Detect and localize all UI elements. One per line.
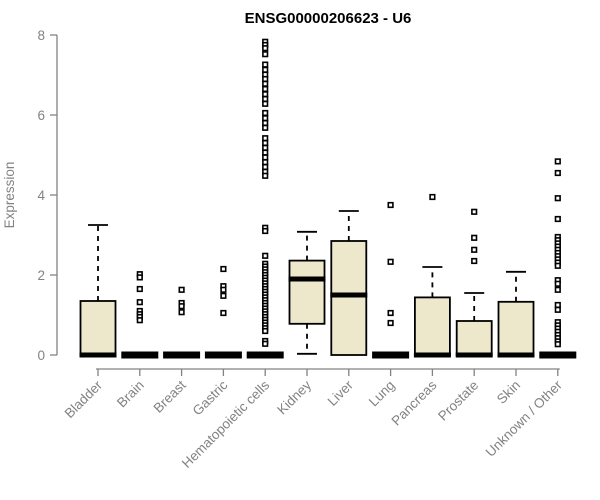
outlier-point [262, 163, 269, 171]
x-tick-label-bladder: Bladder [62, 377, 106, 421]
iqr-box [288, 259, 326, 325]
outlier-point [387, 309, 394, 317]
x-tick-label-liver: Liver [325, 377, 357, 409]
outlier-point [262, 95, 269, 103]
boxplot-breast [163, 286, 201, 359]
y-tick-label: 2 [37, 268, 45, 283]
outlier-point [262, 119, 269, 127]
x-tick-label-unknown-other: Unknown / Other [483, 377, 566, 460]
outlier-point [178, 286, 185, 293]
outlier-point [262, 172, 269, 179]
outlier-point [554, 262, 561, 269]
outlier-point [178, 303, 185, 310]
outlier-point [262, 159, 269, 166]
outlier-point [387, 319, 394, 327]
outlier-point [220, 286, 227, 293]
outlier-point [554, 286, 561, 293]
outlier-point [136, 285, 143, 293]
outlier-point [262, 91, 269, 98]
outlier-point [262, 66, 269, 73]
outlier-point [262, 327, 269, 335]
boxplot-kidney [288, 230, 326, 355]
boxplot-brain [121, 271, 159, 359]
outlier-point [262, 75, 269, 83]
x-tick-label-lung: Lung [366, 378, 398, 410]
x-tick-label-breast: Breast [151, 377, 189, 415]
iqr-box [79, 300, 117, 356]
y-tick-label: 0 [37, 348, 45, 363]
outlier-point [220, 265, 227, 273]
outlier-point [262, 85, 269, 93]
outlier-point [262, 115, 269, 122]
outlier-point [262, 149, 269, 156]
iqr-box [413, 296, 451, 356]
outlier-point [262, 109, 269, 117]
outlier-point [262, 80, 269, 87]
boxplot-prostate [455, 208, 493, 358]
boxplot-skin [497, 270, 535, 358]
boxplot-unknown-other [539, 158, 577, 359]
outlier-point [136, 274, 143, 281]
outlier-point [262, 135, 269, 142]
outlier-point [262, 252, 269, 259]
outlier-point [262, 45, 269, 52]
y-axis-title: Expression [2, 162, 17, 229]
outlier-point [387, 258, 394, 265]
y-tick-label: 6 [37, 108, 45, 123]
y-tick-label: 4 [37, 188, 45, 203]
outlier-point [262, 227, 269, 235]
outlier-point [471, 257, 478, 265]
outlier-point [136, 299, 143, 306]
outlier-point [554, 280, 561, 287]
x-tick-label-kidney: Kidney [274, 377, 314, 417]
outlier-point [220, 292, 227, 299]
outlier-point [554, 158, 561, 165]
outlier-point [554, 306, 561, 313]
x-tick-label-brain: Brain [114, 378, 147, 411]
outlier-point [220, 309, 227, 317]
outlier-point [262, 61, 269, 68]
iqr-box [330, 240, 368, 356]
x-tick-label-gastric: Gastric [190, 377, 231, 418]
x-tick-label-pancreas: Pancreas [389, 377, 440, 428]
iqr-box [497, 300, 535, 356]
outlier-point [262, 154, 269, 161]
outlier-point [262, 139, 269, 147]
outlier-point [136, 317, 143, 324]
outlier-point [471, 246, 478, 253]
outlier-point [554, 341, 561, 348]
outlier-point [554, 215, 561, 223]
x-tick-label-skin: Skin [494, 378, 523, 407]
outlier-point [262, 51, 269, 58]
boxplot-series [79, 38, 577, 359]
outlier-point [554, 169, 561, 177]
outlier-point [262, 144, 269, 151]
chart-title: ENSG00000206623 - U6 [245, 10, 412, 27]
outlier-point [262, 340, 269, 347]
outlier-point [262, 100, 269, 107]
outlier-point [554, 195, 561, 202]
iqr-box [455, 320, 493, 356]
outlier-point [429, 193, 436, 201]
outlier-point [471, 234, 478, 241]
boxplot-pancreas [413, 193, 451, 358]
y-axis: 0 2 4 6 8 [37, 28, 58, 363]
outlier-point [471, 208, 478, 215]
y-tick-label: 8 [37, 28, 45, 43]
boxplot-gastric [204, 265, 242, 359]
boxplot-hematopoietic-cells [246, 38, 284, 359]
outlier-point [554, 301, 561, 309]
boxplot-liver [330, 210, 368, 356]
boxplot-bladder [79, 224, 117, 358]
x-tick-label-prostate: Prostate [435, 378, 481, 424]
outlier-point [387, 201, 394, 209]
outlier-point [262, 124, 269, 131]
boxplot-lung [372, 201, 410, 359]
outlier-point [178, 309, 185, 316]
